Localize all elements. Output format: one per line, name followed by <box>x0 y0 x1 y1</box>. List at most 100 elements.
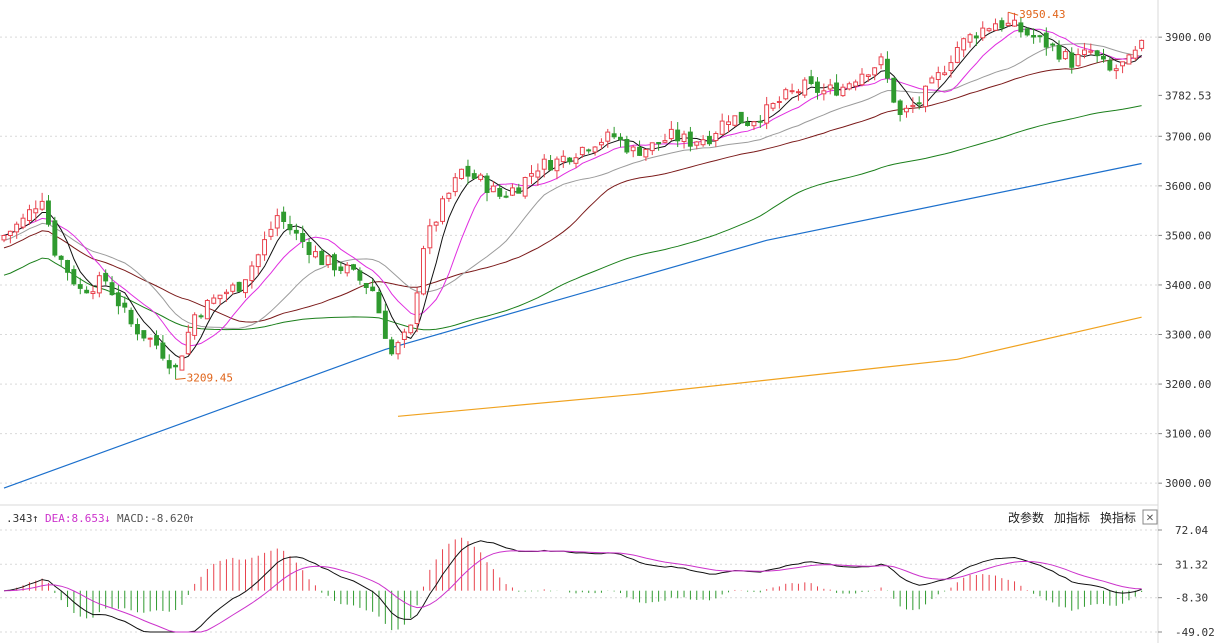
candle[interactable] <box>332 252 337 277</box>
candle[interactable] <box>351 263 357 271</box>
candle[interactable] <box>122 296 128 313</box>
candle[interactable] <box>7 230 13 244</box>
candle[interactable] <box>319 248 325 266</box>
candle[interactable] <box>840 83 846 97</box>
candle[interactable] <box>71 265 77 286</box>
candle[interactable] <box>554 156 560 180</box>
candle[interactable] <box>846 81 852 91</box>
candle[interactable] <box>198 313 204 319</box>
candle[interactable] <box>1056 40 1062 63</box>
candle[interactable] <box>611 126 617 140</box>
candle[interactable] <box>993 18 998 31</box>
candle[interactable] <box>878 53 884 70</box>
candle[interactable] <box>166 354 172 375</box>
add-indicator-button[interactable]: 加指标 <box>1054 510 1090 525</box>
candle[interactable] <box>306 238 312 264</box>
candle[interactable] <box>1043 27 1049 56</box>
candle[interactable] <box>236 281 242 292</box>
candle[interactable] <box>33 200 39 222</box>
candle[interactable] <box>783 87 789 101</box>
candle[interactable] <box>1113 64 1119 80</box>
candle[interactable] <box>764 96 770 130</box>
candle[interactable] <box>935 66 941 88</box>
candle[interactable] <box>821 83 827 101</box>
candles[interactable] <box>1 12 1145 380</box>
candle[interactable] <box>1107 56 1113 72</box>
candle[interactable] <box>948 55 954 78</box>
candle[interactable] <box>395 340 401 360</box>
candle[interactable] <box>211 294 217 305</box>
candle[interactable] <box>834 74 839 97</box>
candle[interactable] <box>160 335 166 361</box>
candle[interactable] <box>185 324 191 355</box>
candle[interactable] <box>230 282 236 295</box>
candle[interactable] <box>274 208 280 237</box>
candle[interactable] <box>1069 47 1075 74</box>
candle[interactable] <box>942 65 948 76</box>
candle[interactable] <box>1024 27 1030 37</box>
candle[interactable] <box>687 126 693 152</box>
candle[interactable] <box>808 69 814 86</box>
candle[interactable] <box>497 184 503 200</box>
candle[interactable] <box>904 105 909 118</box>
candle[interactable] <box>649 142 655 156</box>
candle[interactable] <box>910 97 916 114</box>
candle[interactable] <box>929 75 935 84</box>
candle[interactable] <box>891 77 897 104</box>
candle[interactable] <box>567 157 573 165</box>
candle[interactable] <box>516 183 522 194</box>
candle[interactable] <box>1050 42 1056 52</box>
candle[interactable] <box>872 67 878 81</box>
candle[interactable] <box>46 195 51 227</box>
candle[interactable] <box>618 133 623 148</box>
candle[interactable] <box>865 74 871 82</box>
candle[interactable] <box>999 17 1005 32</box>
candle[interactable] <box>484 173 490 202</box>
candle[interactable] <box>338 261 344 275</box>
close-icon[interactable]: ✕ <box>1146 513 1154 524</box>
candle[interactable] <box>630 145 636 158</box>
candle[interactable] <box>662 133 668 144</box>
candle[interactable] <box>503 191 509 199</box>
candle[interactable] <box>421 245 426 296</box>
candle[interactable] <box>471 169 477 180</box>
candle[interactable] <box>452 172 458 197</box>
candle[interactable] <box>592 146 598 156</box>
candle[interactable] <box>1018 17 1024 38</box>
candle[interactable] <box>719 113 725 136</box>
candle[interactable] <box>249 261 255 289</box>
candle[interactable] <box>465 159 471 185</box>
candle[interactable] <box>637 140 642 156</box>
candle[interactable] <box>408 324 414 335</box>
candle[interactable] <box>376 288 382 314</box>
candle[interactable] <box>401 328 407 348</box>
candle[interactable] <box>313 245 318 259</box>
candle[interactable] <box>757 115 763 128</box>
candle[interactable] <box>1082 42 1087 59</box>
candle[interactable] <box>681 130 687 149</box>
candle[interactable] <box>700 135 706 147</box>
candle[interactable] <box>579 146 585 158</box>
candle[interactable] <box>363 282 369 295</box>
candle[interactable] <box>776 96 782 109</box>
candle[interactable] <box>732 115 738 127</box>
candle[interactable] <box>954 41 960 64</box>
candle[interactable] <box>370 279 376 292</box>
candle[interactable] <box>796 88 801 101</box>
candle[interactable] <box>262 231 268 261</box>
candle[interactable] <box>973 32 979 46</box>
candle[interactable] <box>656 142 662 151</box>
candle[interactable] <box>643 148 649 161</box>
candle[interactable] <box>885 51 890 83</box>
candle[interactable] <box>751 120 757 131</box>
candle[interactable] <box>414 287 420 333</box>
candle[interactable] <box>916 96 922 110</box>
candle[interactable] <box>204 298 210 320</box>
candle[interactable] <box>135 318 140 341</box>
candle[interactable] <box>586 148 592 154</box>
candle[interactable] <box>109 276 115 296</box>
candle[interactable] <box>770 102 776 112</box>
candle[interactable] <box>192 312 198 340</box>
candle[interactable] <box>827 78 833 95</box>
candle[interactable] <box>789 83 795 95</box>
